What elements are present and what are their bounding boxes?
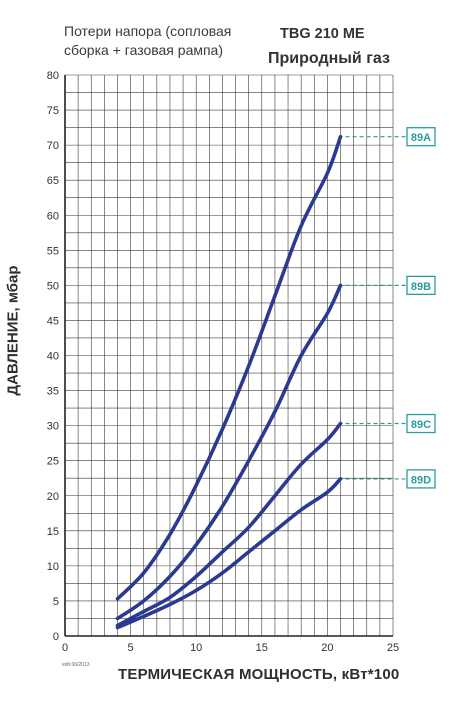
series-line-89b [115,283,343,621]
y-tick-label: 20 [47,491,59,503]
y-tick-label: 80 [47,70,59,82]
series-lines [115,134,343,630]
y-tick-label: 40 [47,351,59,363]
series-label: 89C [411,419,431,431]
series-line-89a [115,134,343,601]
series-label: 89A [411,132,431,144]
series-markers: 89A 89B 89C 89D [338,127,436,489]
y-tick-label: 15 [47,526,59,538]
model-name: TBG 210 ME [280,26,365,42]
series-line-89d [115,477,343,630]
y-tick-label: 30 [47,421,59,433]
series-label-box [406,413,436,434]
x-axis-label: ТЕРМИЧЕСКАЯ МОЩНОСТЬ, кВт*100 [118,666,400,683]
series-label-box [406,127,436,147]
series-label-box [406,275,436,296]
tick-labels: 0 5 10 15 20 25 30 35 40 45 50 55 60 65 70 75 80 0 5 10 15 20… [47,70,399,654]
y-tick-label: 65 [47,175,59,187]
y-tick-label: 60 [47,210,59,222]
y-tick-label: 50 [47,280,59,292]
footer-note: edit 06/2013 [62,662,90,668]
series-label: 89D [411,474,431,486]
series-label: 89B [411,281,431,293]
y-tick-label: 5 [53,596,59,608]
series-line-89c [115,421,343,628]
x-tick-label: 15 [256,642,268,654]
y-tick-label: 35 [47,386,59,398]
fuel-type: Природный газ [268,50,390,67]
x-tick-label: 5 [128,642,134,654]
x-tick-label: 20 [321,642,333,654]
y-tick-label: 45 [47,315,59,327]
y-tick-label: 10 [47,561,59,573]
axes [64,75,393,637]
chart-subtitle: Потери напора (сопловая сборка + газовая… [64,23,232,58]
series-label-box [406,469,436,489]
y-tick-label: 70 [47,140,59,152]
y-tick-label: 75 [47,105,59,117]
y-tick-label: 0 [53,631,59,643]
y-tick-label: 25 [47,456,59,468]
x-tick-label: 0 [62,642,68,654]
y-axis-label: ДАВЛЕНИЕ, мбар [4,265,22,396]
y-tick-label: 55 [47,245,59,257]
x-tick-label: 10 [190,642,202,654]
x-tick-label: 25 [387,642,399,654]
grid [64,74,394,637]
